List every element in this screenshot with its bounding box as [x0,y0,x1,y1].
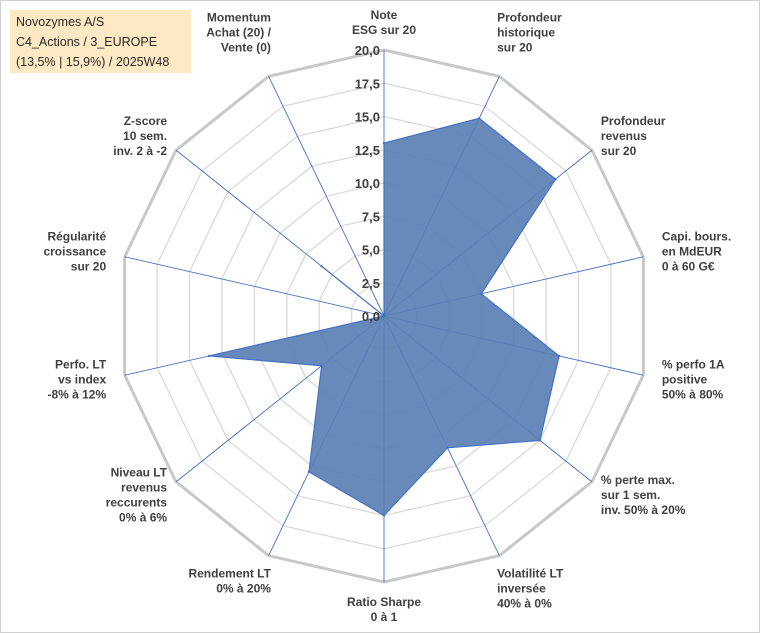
axis-label: Rendement LT 0% à 20% [188,566,271,595]
data-point [320,265,323,268]
tick-label: 15,0 [355,110,380,125]
chart-title-box: Novozymes A/S C4_Actions / 3_EUROPE (13,… [10,10,191,73]
axis-label: Perfo. LT vs index -8% à 12% [47,358,106,402]
company-name: Novozymes A/S [16,15,105,29]
tick-label: 10,0 [355,176,380,191]
tick-label: 5,0 [362,243,380,258]
data-point [382,141,386,145]
axis-label: % perte max. sur 1 sem. inv. 50% à 20% [601,473,686,517]
tick-label: 12,5 [355,143,380,158]
data-point [480,292,483,296]
axis-label: Niveau LT revenus reccurents 0% à 6% [106,466,168,525]
data-point [382,314,386,318]
axis-spoke [124,256,385,317]
category-labels: Note ESG sur 20 Profondeur historique sur 20… [43,8,731,624]
data-point [554,177,557,181]
tick-label: 0,0 [362,309,380,324]
data-point [320,364,323,367]
axis-label: % perfo 1A positive 50% à 80% [662,358,725,402]
performance-label: (13,5% | 15,9%) / 2025W48 [16,55,170,69]
tick-label: 17,5 [355,76,380,91]
data-point [446,446,449,450]
tick-label: 2,5 [362,276,380,291]
axis-label: Note ESG sur 20 [352,8,416,37]
tick-label: 20,0 [355,43,380,58]
axis-label: Z-score 10 sem. inv. 2 à -2 [113,114,167,158]
data-point [478,117,481,120]
axis-label: Capi. bours. en MdEUR 0 à 60 G€ [662,229,731,273]
axis-label: Ratio Sharpe 0 à 1 [347,595,421,624]
axis-label: Profondeur revenus sur 20 [601,114,666,158]
data-point [557,354,561,358]
data-point [538,439,542,442]
axis-label: Momentum Achat (20) / Vente (0) [206,11,271,55]
tick-label: 7,5 [362,209,380,224]
axis-label: Profondeur historique sur 20 [497,11,562,55]
axis-spoke [268,76,385,317]
series [207,117,561,517]
axis-label: Volatilité LT inversée 40% à 0% [497,566,564,610]
data-point [207,354,211,358]
data-point [382,514,386,517]
axis-label: Régularité croissance sur 20 [43,229,106,273]
portfolio-label: C4_Actions / 3_EUROPE [16,35,158,49]
tick-labels: 0,0 2,5 5,0 7,5 10,0 12,5 15,0 17,5 20,0 [355,43,380,324]
data-point [307,470,311,473]
